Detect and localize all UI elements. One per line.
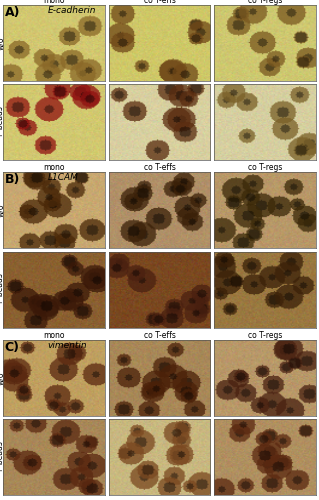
Title: mono: mono bbox=[43, 331, 65, 340]
Text: L1CAM: L1CAM bbox=[48, 174, 79, 182]
Title: mono: mono bbox=[43, 0, 65, 5]
Text: B): B) bbox=[5, 174, 20, 186]
Text: C): C) bbox=[5, 341, 20, 354]
Title: co T-regs: co T-regs bbox=[248, 331, 282, 340]
Y-axis label: w/o: w/o bbox=[0, 371, 5, 384]
Title: co T-regs: co T-regs bbox=[248, 164, 282, 172]
Title: mono: mono bbox=[43, 164, 65, 172]
Text: A): A) bbox=[5, 6, 20, 19]
Y-axis label: + beads: + beads bbox=[0, 274, 5, 306]
Title: co T-regs: co T-regs bbox=[248, 0, 282, 5]
Text: E-cadherin: E-cadherin bbox=[48, 6, 96, 15]
Y-axis label: w/o: w/o bbox=[0, 204, 5, 217]
Y-axis label: + beads: + beads bbox=[0, 106, 5, 138]
Title: co T-effs: co T-effs bbox=[144, 331, 175, 340]
Title: co T-effs: co T-effs bbox=[144, 164, 175, 172]
Y-axis label: + beads: + beads bbox=[0, 441, 5, 473]
Title: co T-effs: co T-effs bbox=[144, 0, 175, 5]
Text: vimentin: vimentin bbox=[48, 341, 87, 350]
Y-axis label: w/o: w/o bbox=[0, 36, 5, 50]
